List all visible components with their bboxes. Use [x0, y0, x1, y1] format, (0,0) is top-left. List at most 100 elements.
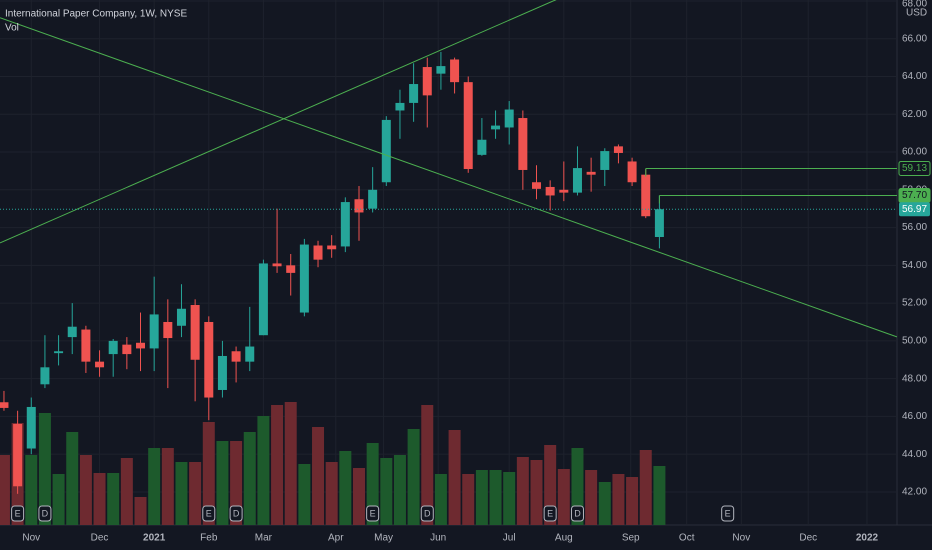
- candle-body: [654, 209, 664, 238]
- volume-bar: [516, 457, 529, 525]
- candle-body: [600, 151, 610, 170]
- x-tick-label: Nov: [22, 533, 40, 544]
- volume-bar: [271, 405, 284, 525]
- candle-body: [572, 168, 582, 193]
- candle-body: [491, 125, 501, 130]
- candle-body: [13, 423, 23, 487]
- trend-line: [0, 0, 557, 244]
- volume-bar: [202, 422, 215, 525]
- price-tag-label: 59.13: [902, 163, 927, 174]
- candle-body: [532, 182, 542, 189]
- event-label: D: [424, 508, 431, 518]
- y-tick-label: 42.00: [902, 487, 927, 498]
- candle-body: [163, 321, 173, 339]
- candle-body: [613, 146, 623, 153]
- volume-bar: [544, 445, 557, 525]
- x-tick-label: Nov: [732, 533, 750, 544]
- event-label: E: [547, 508, 553, 518]
- y-tick-label: 52.00: [902, 298, 927, 309]
- volume-bar: [339, 451, 352, 525]
- volume-bar: [352, 468, 365, 525]
- volume-bar: [161, 448, 174, 525]
- volume-bar: [407, 429, 420, 525]
- event-label: D: [42, 508, 49, 518]
- volume-bar: [626, 477, 639, 525]
- y-tick-label: 48.00: [902, 373, 927, 384]
- volume-bar: [148, 448, 161, 525]
- candle-body: [545, 186, 555, 196]
- y-tick-label: 44.00: [902, 449, 927, 460]
- event-label: E: [206, 508, 212, 518]
- candle-body: [95, 361, 105, 368]
- y-tick-label: 62.00: [902, 109, 927, 120]
- x-tick-label: Oct: [679, 533, 695, 544]
- event-marker: [721, 505, 735, 522]
- y-tick-label: 68.00: [902, 0, 927, 10]
- x-tick-label: Sep: [622, 533, 640, 544]
- candle-body: [559, 189, 569, 193]
- plot-area: [0, 0, 897, 525]
- volume-bar: [189, 462, 202, 525]
- price-tag-label: 57.70: [902, 190, 927, 201]
- event-marker: [543, 505, 557, 522]
- event-marker: [420, 505, 434, 522]
- candle-body: [272, 263, 282, 267]
- candle-body: [204, 321, 214, 398]
- volume-bar: [380, 458, 393, 525]
- candle-body: [477, 139, 487, 155]
- x-tick-label: Apr: [328, 533, 344, 544]
- candle-body: [176, 308, 186, 326]
- currency-label: USD: [906, 8, 927, 19]
- volume-bar: [298, 464, 311, 525]
- event-label: D: [233, 508, 240, 518]
- event-marker: [11, 505, 25, 522]
- y-tick-label: 54.00: [902, 260, 927, 271]
- last-price-label: 56.97: [902, 204, 927, 215]
- volume-bar: [25, 455, 38, 525]
- volume-bar: [475, 470, 488, 525]
- event-label: E: [370, 508, 376, 518]
- volume-bar: [489, 470, 502, 525]
- y-tick-label: 50.00: [902, 336, 927, 347]
- volume-bar: [79, 455, 92, 525]
- volume-bar: [38, 413, 51, 525]
- plot: [0, 0, 897, 525]
- y-tick-label: 64.00: [902, 71, 927, 82]
- event-marker: [229, 505, 243, 522]
- candle-body: [313, 245, 323, 260]
- volume-bar: [93, 473, 106, 525]
- volume-bar: [612, 474, 625, 525]
- volume-bar: [52, 474, 65, 525]
- volume-bar: [530, 460, 543, 525]
- candle-body: [108, 340, 118, 355]
- x-tick-label: Jun: [430, 533, 446, 544]
- legend-title: International Paper Company, 1W, NYSE: [5, 9, 187, 20]
- volume-bar: [284, 402, 297, 525]
- candle-body: [586, 171, 596, 175]
- volume-bar: [393, 455, 406, 525]
- event-label: E: [15, 508, 21, 518]
- candle-body: [409, 84, 419, 103]
- candle-body: [122, 344, 132, 355]
- y-tick-label: 46.00: [902, 411, 927, 422]
- candle-body: [327, 245, 337, 250]
- candle-body: [395, 102, 405, 111]
- volume-bar: [503, 472, 516, 525]
- volume-bar: [216, 441, 229, 525]
- price-tag: [898, 160, 931, 176]
- event-marker: [570, 505, 584, 522]
- volume-bar: [175, 462, 188, 525]
- volume-bar: [421, 405, 434, 525]
- candle-body: [368, 189, 378, 209]
- candle-body: [231, 351, 241, 362]
- candle-body: [436, 66, 446, 74]
- candle-body: [340, 202, 350, 247]
- y-tick-label: 56.00: [902, 222, 927, 233]
- volume-bar: [434, 474, 447, 525]
- last-price-tag: [899, 202, 930, 217]
- y-tick-label: 60.00: [902, 147, 927, 158]
- candle-body: [354, 199, 364, 213]
- price-axis-bg: [897, 0, 932, 550]
- candle-body: [286, 265, 296, 273]
